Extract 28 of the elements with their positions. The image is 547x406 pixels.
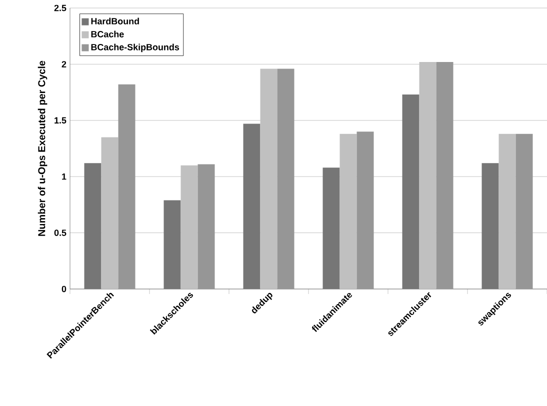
y-tick-label: 1: [62, 174, 66, 180]
bar: [340, 134, 357, 289]
bar: [164, 200, 181, 289]
y-tick-label: 2.5: [54, 4, 66, 12]
bar: [243, 124, 260, 289]
legend-label: HardBound: [91, 18, 139, 24]
legend-label: BCache-SkipBounds: [91, 44, 180, 52]
bar: [498, 134, 516, 289]
y-tick-label: 0.5: [54, 230, 66, 236]
y-tick-label: 2: [62, 61, 66, 68]
y-tick-label: 0: [62, 286, 66, 292]
bar: [516, 134, 533, 289]
bar: [277, 68, 294, 289]
bar: [118, 84, 136, 289]
bar: [84, 163, 102, 289]
bar: [436, 62, 454, 289]
bar: [482, 163, 499, 289]
y-tick-label: 1.5: [54, 117, 66, 124]
bar: [260, 68, 278, 289]
bar: [419, 62, 436, 289]
bar: [101, 137, 118, 289]
bar: [322, 168, 340, 289]
legend-label: BCache: [91, 30, 124, 38]
bar: [402, 94, 420, 289]
bar: [180, 165, 198, 289]
y-axis-title: Number of u-Ops Executed per Cycle: [38, 60, 48, 236]
bar: [198, 164, 215, 289]
bar: [356, 132, 374, 289]
